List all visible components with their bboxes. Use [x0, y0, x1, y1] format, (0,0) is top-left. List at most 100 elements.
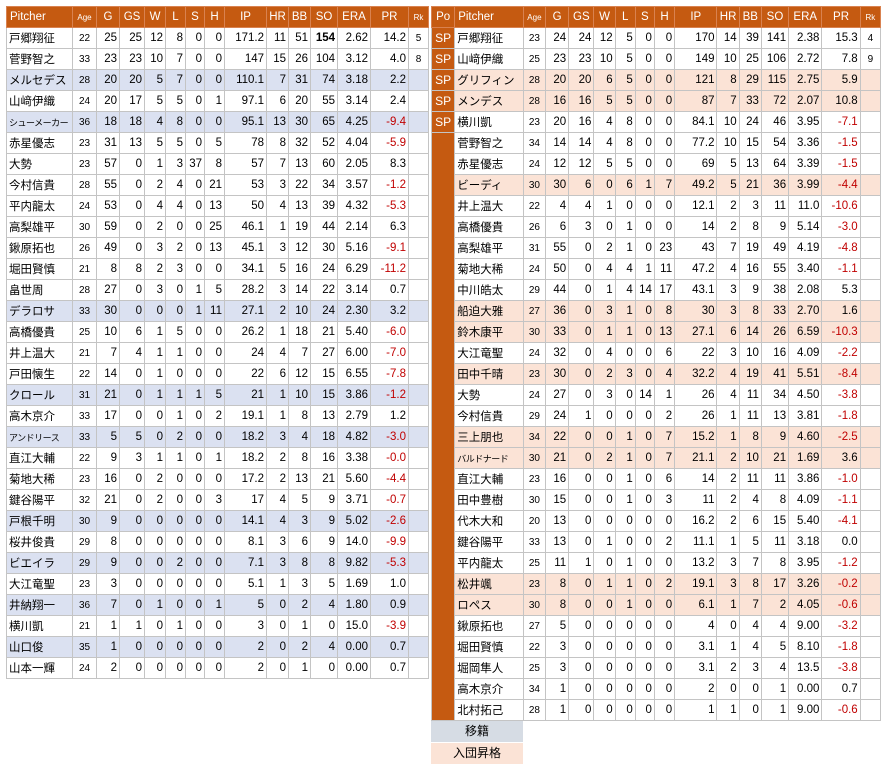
stat-bb: 29 — [738, 69, 762, 91]
stat-s: 0 — [185, 48, 205, 70]
stat-pr: -0.2 — [821, 573, 861, 595]
pitcher-name: 横川凱 — [6, 615, 73, 637]
table-row: 田中豊樹 30 15 0 0 1 0 3 11 2 4 8 4.09 -1.1 — [432, 489, 882, 511]
stat-age: 28 — [72, 69, 97, 91]
stat-ip: 21.1 — [674, 447, 718, 469]
pitcher-name: クロール — [6, 384, 73, 406]
table-row: 井納翔一 36 7 0 1 0 0 1 5 0 2 4 1.80 0.9 — [6, 594, 429, 616]
table-row: 高梨雄平 30 59 0 2 0 0 25 46.1 1 19 44 2.14 6.3 — [6, 216, 429, 238]
stat-pr: -10.3 — [821, 321, 861, 343]
stat-pr: 5.3 — [821, 279, 861, 301]
stat-g: 6 — [544, 216, 570, 238]
pitcher-name: 鈴木康平 — [454, 321, 524, 343]
stat-hr: 1 — [266, 405, 289, 427]
stat-ip: 171.2 — [224, 27, 267, 49]
left-header-ip: IP — [224, 6, 267, 28]
stat-w: 1 — [144, 153, 166, 175]
stat-w: 0 — [144, 531, 166, 553]
stat-gs: 0 — [568, 489, 595, 511]
stat-h: 7 — [653, 426, 676, 448]
stat-w: 0 — [593, 615, 616, 637]
stat-w: 12 — [144, 27, 166, 49]
pitcher-name: 山﨑伊織 — [454, 48, 524, 70]
stat-s: 0 — [634, 132, 655, 154]
stat-ip: 46.1 — [224, 216, 267, 238]
stat-bb: 18 — [288, 321, 311, 343]
stat-era: 8.10 — [788, 636, 823, 658]
left-pitching-table: Pitcher Age G GS W L S H IP HR BB SO ERA PR Rk 戸郷翔征 22 2… — [6, 6, 429, 679]
stat-hr: 3 — [266, 174, 289, 196]
stat-bb: 11 — [738, 468, 762, 490]
stat-rk — [859, 300, 882, 322]
stat-w: 5 — [144, 90, 166, 112]
stat-so: 16 — [760, 342, 790, 364]
stat-s: 0 — [634, 69, 655, 91]
stat-so: 49 — [760, 237, 790, 259]
table-row: 三上朋也 34 22 0 0 1 0 7 15.2 1 8 9 4.60 -2.5 — [432, 426, 882, 448]
stat-l: 1 — [614, 447, 636, 469]
stat-ip: 12.1 — [674, 195, 718, 217]
stat-pr: 4.0 — [370, 48, 409, 70]
stat-h: 0 — [653, 615, 676, 637]
stat-h: 0 — [204, 468, 225, 490]
stat-h: 8 — [653, 300, 676, 322]
stat-so: 34 — [310, 174, 338, 196]
stat-h: 0 — [204, 573, 225, 595]
stat-w: 3 — [593, 300, 616, 322]
stat-so: 9 — [760, 426, 790, 448]
stat-pr: -2.5 — [821, 426, 861, 448]
stat-pr: -10.6 — [821, 195, 861, 217]
stat-ip: 49.2 — [674, 174, 718, 196]
table-row: バルドナード 30 21 0 2 1 0 7 21.1 2 10 21 1.69 3.6 — [432, 447, 882, 469]
stat-so: 5 — [310, 573, 338, 595]
pitcher-name: 高橋優貴 — [454, 216, 524, 238]
stat-l: 5 — [614, 90, 636, 112]
stat-w: 0 — [593, 426, 616, 448]
stat-pr: -2.6 — [370, 510, 409, 532]
stat-era: 5.02 — [337, 510, 371, 532]
stat-age: 31 — [72, 384, 97, 406]
stat-pr: 8.3 — [370, 153, 409, 175]
stat-gs: 0 — [568, 342, 595, 364]
stat-hr: 3 — [266, 552, 289, 574]
stat-age: 24 — [72, 195, 97, 217]
stat-so: 54 — [760, 132, 790, 154]
stat-so: 4 — [310, 636, 338, 658]
right-header-row: Po Pitcher Age G GS W L S H IP HR BB SO ERA PR Rk — [430, 6, 882, 28]
stat-rk — [408, 510, 429, 532]
stat-h: 3 — [653, 489, 676, 511]
stat-w: 0 — [593, 699, 616, 721]
table-row: 戸郷翔征 22 25 25 12 8 0 0 171.2 11 51 154 2.62 14.2 5 — [6, 27, 429, 49]
stat-g: 21 — [96, 489, 120, 511]
stat-era: 9.00 — [788, 699, 823, 721]
stat-h: 0 — [653, 678, 676, 700]
stat-h: 2 — [653, 531, 676, 553]
pitcher-name: メンデス — [454, 90, 524, 112]
stat-ip: 5.1 — [224, 573, 267, 595]
stat-s: 1 — [185, 279, 205, 301]
stat-hr: 8 — [266, 132, 289, 154]
stat-ip: 84.1 — [674, 111, 718, 133]
stat-so: 8 — [760, 552, 790, 574]
stat-w: 2 — [144, 216, 166, 238]
stat-rk — [408, 69, 429, 91]
stat-w: 1 — [144, 342, 166, 364]
stat-gs: 0 — [568, 531, 595, 553]
stat-w: 1 — [593, 321, 616, 343]
stat-l: 0 — [614, 699, 636, 721]
stat-pr: 0.9 — [370, 594, 409, 616]
stat-rk — [859, 153, 882, 175]
right-header-h: H — [653, 6, 676, 28]
stat-gs: 0 — [119, 153, 145, 175]
stat-w: 5 — [593, 90, 616, 112]
pitcher-name: シューメーカー — [6, 111, 73, 133]
stat-era: 2.70 — [788, 300, 823, 322]
stat-w: 1 — [144, 363, 166, 385]
stat-age: 21 — [72, 342, 97, 364]
stat-pr: -3.8 — [821, 384, 861, 406]
stat-gs: 0 — [119, 405, 145, 427]
stat-s: 0 — [634, 405, 655, 427]
stat-gs: 0 — [119, 279, 145, 301]
stat-age: 24 — [522, 384, 547, 406]
pitcher-name: 菊地大稀 — [454, 258, 524, 280]
